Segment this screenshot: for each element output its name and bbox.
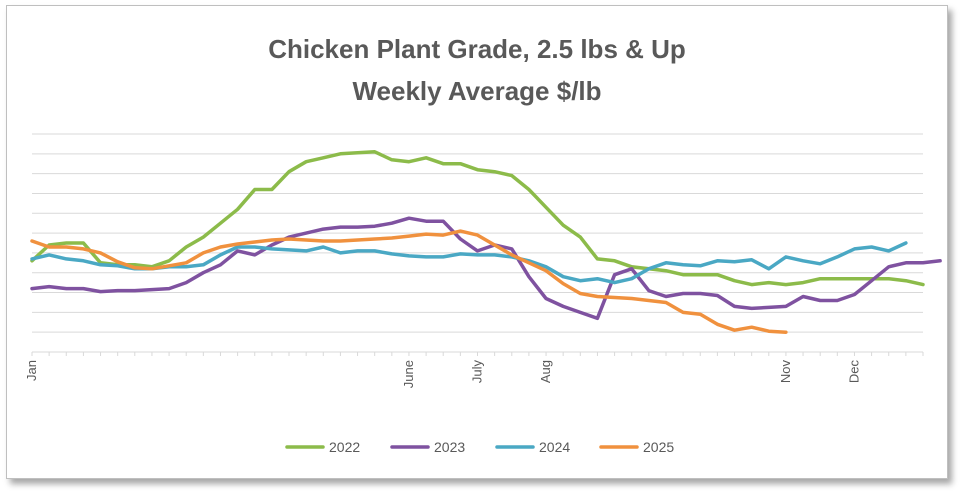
x-tick-label: June [401, 360, 416, 388]
x-tick-label: Aug [538, 360, 553, 383]
line-chart: Jan June July Aug Nov Dec 2022 2023 2024 2025 [24, 133, 942, 455]
legend-label-2025: 2025 [643, 439, 674, 455]
legend-label-2023: 2023 [434, 439, 465, 455]
series-line-2022 [30, 150, 925, 287]
series-lines [30, 150, 942, 334]
x-tick-label: Nov [778, 360, 793, 384]
legend-label-2024: 2024 [539, 439, 570, 455]
chart-subtitle: Weekly Average $/lb [352, 76, 602, 106]
legend: 2022 2023 2024 2025 [285, 439, 674, 455]
x-tick-label: Jan [24, 360, 39, 381]
x-axis [31, 351, 924, 356]
chart-frame: Chicken Plant Grade, 2.5 lbs & Up Weekly… [6, 5, 948, 479]
series-line-2025 [30, 229, 788, 334]
series-line-2024 [30, 241, 908, 285]
chart-title: Chicken Plant Grade, 2.5 lbs & Up [268, 34, 686, 64]
x-tick-labels: Jan June July Aug Nov Dec [24, 360, 861, 389]
series-line-2023 [30, 216, 942, 321]
x-tick-label: July [470, 360, 485, 384]
x-tick-label: Dec [846, 360, 861, 384]
legend-label-2022: 2022 [329, 439, 360, 455]
